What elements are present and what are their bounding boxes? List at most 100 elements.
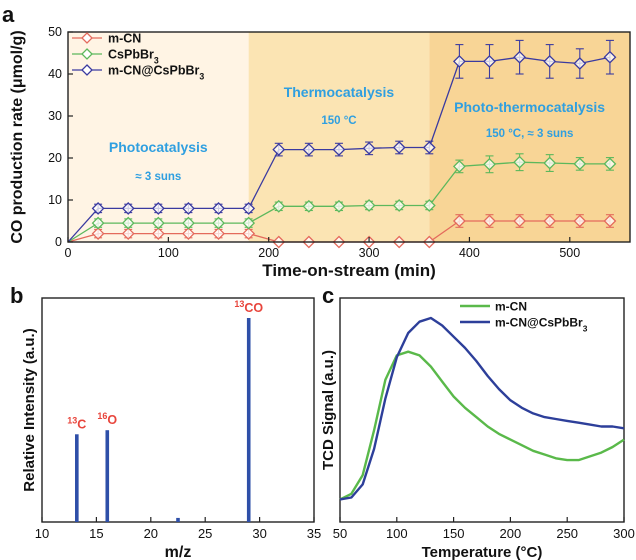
data-point-m-cn-cspbbr3 xyxy=(452,54,466,68)
x-tick-label: 10 xyxy=(35,526,49,541)
x-tick-label: 250 xyxy=(556,526,578,541)
data-point-cspbbr3 xyxy=(543,156,557,170)
data-point-m-cn xyxy=(182,227,195,241)
data-point-m-cn-cspbbr3 xyxy=(392,141,406,154)
data-point-cspbbr3 xyxy=(422,199,436,212)
legend-label-m-cn: m-CN xyxy=(495,300,527,314)
x-tick-label: 300 xyxy=(359,246,380,260)
data-point-m-cn xyxy=(513,214,527,228)
data-point-cspbbr3 xyxy=(151,216,165,230)
panel-a-series xyxy=(67,39,617,249)
data-point-m-cn xyxy=(483,214,496,228)
data-point-m-cn-cspbbr3 xyxy=(212,201,225,215)
legend-marker-cspbbr3 xyxy=(81,48,93,60)
bar-16o xyxy=(105,430,110,522)
data-point-cspbbr3 xyxy=(513,155,527,169)
legend-label-cspbbr3: CsPbBr3 xyxy=(108,48,159,66)
panel-a-xlabel: Time-on-stream (min) xyxy=(262,261,436,280)
series-curve-m-cn-cspbbr3 xyxy=(339,316,625,501)
data-point-m-cn-cspbbr3 xyxy=(332,143,346,157)
region-sublabel-photo-thermocatalysis: 150 °C, ≈ 3 suns xyxy=(486,128,574,140)
x-tick-label: 200 xyxy=(258,246,279,260)
region-label-thermocatalysis: Thermocatalysis xyxy=(284,84,395,100)
data-point-cspbbr3 xyxy=(242,216,256,230)
x-tick-label: 300 xyxy=(613,526,635,541)
data-point-cspbbr3 xyxy=(182,216,195,230)
x-tick-label: 35 xyxy=(307,526,321,541)
panel-c-legend: m-CN m-CN@CsPbBr3 xyxy=(460,300,588,334)
x-tick-label: 200 xyxy=(500,526,522,541)
series-curve-m-cn xyxy=(339,350,625,501)
panel-c-xlabel: Temperature (°C) xyxy=(422,544,543,560)
data-point-cspbbr3 xyxy=(121,216,135,230)
y-tick-label: 30 xyxy=(48,109,62,123)
data-point-m-cn-cspbbr3 xyxy=(121,201,135,215)
x-tick-label: 15 xyxy=(89,526,103,541)
data-point-m-cn-cspbbr3 xyxy=(151,201,165,215)
data-point-m-cn xyxy=(151,227,165,241)
data-point-m-cn xyxy=(603,214,617,228)
data-point-m-cn-cspbbr3 xyxy=(242,201,256,215)
panel-b-letter: b xyxy=(10,283,23,308)
bar-13c xyxy=(75,434,79,522)
region-photo-thermocatalysis xyxy=(429,32,630,242)
panel-c-ylabel: TCD Signal (a.u.) xyxy=(320,350,337,470)
panel-a-axis-ticks: 0 100 200 300 400 500 0 10 20 30 40 50 xyxy=(48,25,580,260)
bar-minor xyxy=(176,517,180,522)
data-point-m-cn xyxy=(212,227,225,241)
panel-c-axis-ticks: 50 100 150 200 250 300 xyxy=(333,517,635,541)
data-point-m-cn-cspbbr3 xyxy=(513,50,527,64)
panel-b-axis-ticks: 10 15 20 25 30 35 xyxy=(35,517,321,541)
data-point-m-cn-cspbbr3 xyxy=(483,54,496,68)
data-point-m-cn-cspbbr3 xyxy=(543,54,557,68)
x-tick-label: 500 xyxy=(559,246,580,260)
y-tick-label: 10 xyxy=(48,193,62,207)
bar-13co xyxy=(246,318,251,522)
x-tick-label: 0 xyxy=(65,246,72,260)
data-point-m-cn xyxy=(242,227,256,241)
panel-c-chart: 50 100 150 200 250 300 Temperature (°C) TCD S… xyxy=(320,297,635,560)
data-point-cspbbr3 xyxy=(302,199,316,213)
panel-a-letter: a xyxy=(2,2,15,27)
data-point-m-cn xyxy=(543,214,557,228)
data-point-m-cn-cspbbr3 xyxy=(573,57,587,70)
data-point-m-cn-cspbbr3 xyxy=(302,143,316,157)
bar-label-13c: 13C xyxy=(67,415,86,431)
data-point-m-cn-cspbbr3 xyxy=(91,201,105,215)
panel-c-series xyxy=(339,316,625,501)
phase-regions xyxy=(68,32,630,242)
x-tick-label: 400 xyxy=(459,246,480,260)
bar-label-16o: 16O xyxy=(97,411,117,427)
panel-b-chart: 13C 16O 13CO 10 15 20 25 30 35 m/z Relative Int… xyxy=(21,297,321,560)
data-point-m-cn xyxy=(121,227,135,241)
panel-c-letter: c xyxy=(322,283,334,308)
data-point-cspbbr3 xyxy=(362,199,376,212)
x-tick-label: 150 xyxy=(443,526,465,541)
x-tick-label: 50 xyxy=(333,526,347,541)
bar-label-13co: 13CO xyxy=(234,299,263,315)
data-point-cspbbr3 xyxy=(272,199,286,213)
y-tick-label: 40 xyxy=(48,67,62,81)
data-point-m-cn-cspbbr3 xyxy=(603,50,617,64)
panel-b-frame xyxy=(41,297,315,523)
data-point-cspbbr3 xyxy=(603,157,617,171)
x-tick-label: 30 xyxy=(252,526,266,541)
x-tick-label: 100 xyxy=(386,526,408,541)
panel-a-frame xyxy=(67,31,631,243)
panel-b-bars: 13C 16O 13CO xyxy=(67,299,263,522)
region-sublabel-photocatalysis: ≈ 3 suns xyxy=(135,171,181,183)
data-point-cspbbr3 xyxy=(392,199,406,212)
panel-b-ylabel: Relative Intensity (a.u.) xyxy=(21,328,38,491)
data-point-m-cn-cspbbr3 xyxy=(272,143,286,157)
data-point-m-cn xyxy=(452,214,466,228)
panel-a-ylabel: CO production rate (μmol/g) xyxy=(9,30,26,243)
x-tick-label: 25 xyxy=(198,526,212,541)
legend-marker-m-cn xyxy=(81,32,93,44)
panel-a-chart: Photocatalysis ≈ 3 suns Thermocatalysis 150… xyxy=(9,25,631,280)
y-tick-label: 50 xyxy=(48,25,62,39)
x-tick-label: 20 xyxy=(144,526,158,541)
data-point-m-cn-cspbbr3 xyxy=(182,201,195,215)
legend-label-m-cn-cspbbr3: m-CN@CsPbBr3 xyxy=(495,316,588,334)
